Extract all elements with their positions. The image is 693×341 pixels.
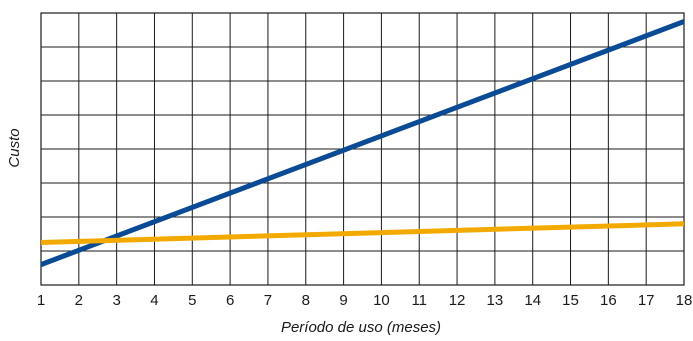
x-tick-label: 11 — [411, 292, 427, 309]
series-lines — [40, 19, 685, 267]
series-line-2 — [40, 221, 685, 245]
x-tick-label: 4 — [150, 292, 158, 309]
x-tick-label: 13 — [487, 292, 504, 309]
x-tick-label: 1 — [37, 292, 45, 309]
x-tick-label: 9 — [339, 292, 347, 309]
x-tick-label: 6 — [226, 292, 234, 309]
x-tick-label: 18 — [676, 292, 693, 309]
x-tick-label: 10 — [373, 292, 390, 309]
x-tick-label: 14 — [524, 292, 541, 309]
x-tick-label: 7 — [264, 292, 272, 309]
x-tick-labels: 1 2 3 4 5 6 7 8 9 10 11 12 13 14 15 16 17 18 — [37, 292, 693, 309]
x-tick-label: 17 — [638, 292, 655, 309]
x-tick-label: 8 — [302, 292, 310, 309]
x-tick-label: 15 — [562, 292, 579, 309]
series-line-1 — [40, 19, 685, 267]
x-tick-label: 12 — [449, 292, 466, 309]
x-tick-label: 2 — [75, 292, 83, 309]
x-axis-label: Período de uso (meses) — [281, 319, 441, 336]
x-tick-label: 16 — [600, 292, 617, 309]
y-axis-label: Custo — [6, 128, 23, 167]
chart-grid — [40, 12, 685, 286]
x-tick-label: 5 — [188, 292, 196, 309]
x-tick-label: 3 — [112, 292, 120, 309]
